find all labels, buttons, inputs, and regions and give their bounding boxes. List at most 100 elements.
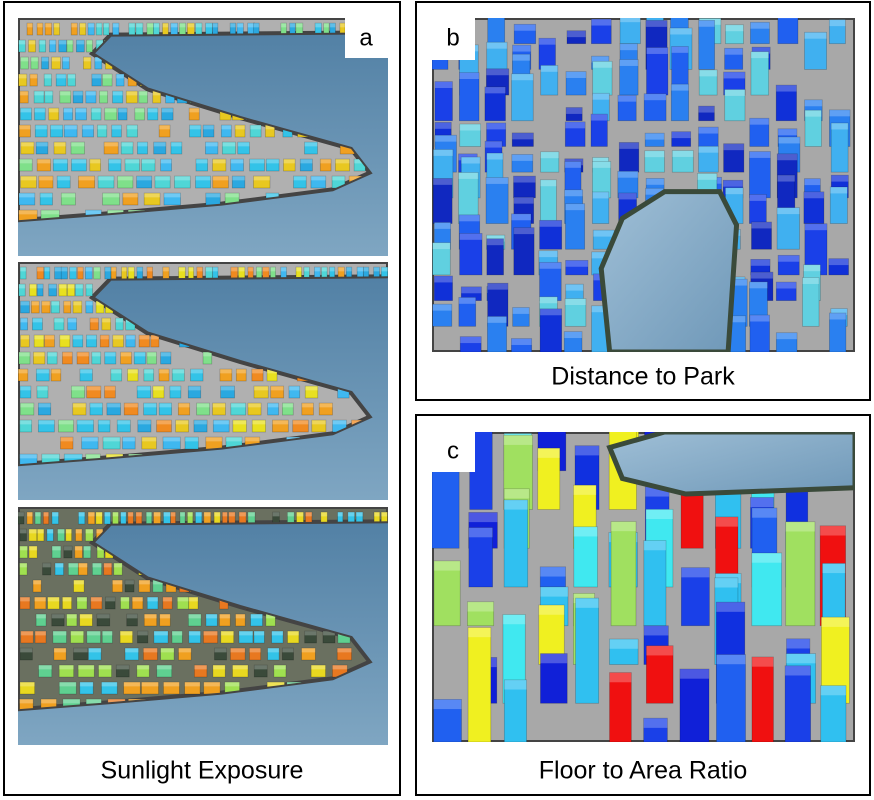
building: [62, 351, 73, 365]
building: [751, 656, 774, 742]
building: [212, 158, 227, 172]
building-roof: [566, 107, 583, 114]
building-roof: [205, 267, 213, 272]
building-roof: [101, 318, 111, 323]
building-roof: [239, 631, 253, 636]
building: [749, 314, 770, 352]
building-roof: [230, 267, 238, 272]
building-roof: [592, 191, 609, 199]
building-roof: [161, 108, 174, 113]
building-roof: [137, 386, 151, 391]
building-roof: [698, 20, 715, 27]
building: [253, 630, 265, 644]
building-roof: [681, 567, 710, 578]
building-roof: [566, 30, 586, 38]
building: [99, 90, 108, 104]
building-roof: [54, 267, 62, 272]
building-roof: [296, 267, 302, 272]
building-roof: [205, 614, 218, 619]
building: [159, 613, 171, 627]
building: [220, 630, 235, 644]
building-roof: [51, 369, 61, 374]
building: [160, 351, 172, 365]
building: [203, 630, 218, 644]
building: [48, 283, 57, 297]
building-roof: [120, 352, 132, 357]
building-roof: [147, 267, 153, 272]
building-roof: [190, 369, 204, 374]
building-roof: [697, 173, 717, 180]
building-roof: [19, 159, 33, 164]
building-roof: [120, 631, 133, 636]
building-roof: [609, 672, 632, 683]
building-roof: [154, 176, 171, 181]
building: [160, 158, 172, 172]
building: [619, 59, 639, 96]
building-roof: [540, 151, 559, 159]
building-roof: [20, 318, 28, 323]
building-roof: [90, 318, 99, 323]
building: [137, 630, 149, 644]
building-roof: [752, 508, 777, 518]
building: [51, 56, 61, 70]
building: [540, 65, 559, 96]
building: [270, 385, 285, 399]
building-roof: [125, 335, 136, 340]
building-roof: [821, 617, 850, 627]
building-roof: [112, 91, 123, 96]
building-roof: [723, 143, 744, 151]
building: [51, 613, 65, 627]
building-roof: [804, 110, 822, 117]
buildings: [432, 432, 851, 742]
building: [86, 630, 101, 644]
building-roof: [86, 335, 97, 340]
building-roof: [467, 601, 494, 612]
building: [104, 385, 116, 399]
building: [58, 283, 68, 297]
building-roof: [19, 529, 27, 534]
building-roof: [96, 23, 102, 28]
building-roof: [79, 682, 94, 687]
building-roof: [53, 23, 60, 28]
building: [67, 317, 77, 331]
building-roof: [592, 157, 609, 164]
building-roof: [785, 665, 811, 676]
building-roof: [232, 665, 248, 670]
building-roof: [337, 512, 343, 517]
building-roof: [645, 20, 668, 27]
building-roof: [486, 177, 509, 184]
building: [318, 402, 333, 416]
building-roof: [110, 369, 122, 374]
building-roof: [253, 176, 270, 181]
building-roof: [203, 352, 212, 357]
building-roof: [830, 187, 848, 194]
building: [698, 105, 715, 122]
building-roof: [35, 512, 41, 517]
building-roof: [43, 512, 49, 517]
building-roof: [591, 305, 612, 313]
building: [101, 630, 113, 644]
building-roof: [503, 435, 533, 445]
building: [219, 368, 233, 382]
building-roof: [203, 512, 211, 517]
building: [467, 627, 492, 742]
panel-label: b: [446, 24, 459, 51]
building-roof: [67, 284, 75, 289]
building-roof: [44, 335, 55, 340]
building: [112, 579, 123, 593]
building-roof: [214, 512, 221, 517]
building-roof: [749, 194, 767, 201]
building-roof: [716, 602, 745, 612]
building: [19, 528, 27, 542]
building-roof: [829, 109, 851, 117]
land: [432, 18, 855, 352]
building-roof: [160, 648, 175, 653]
building-roof: [617, 171, 639, 178]
building-roof: [72, 335, 83, 340]
building-roof: [85, 267, 93, 272]
building-roof: [71, 386, 85, 391]
building-roof: [26, 512, 33, 517]
building-roof: [247, 403, 262, 408]
building-roof: [323, 23, 330, 28]
